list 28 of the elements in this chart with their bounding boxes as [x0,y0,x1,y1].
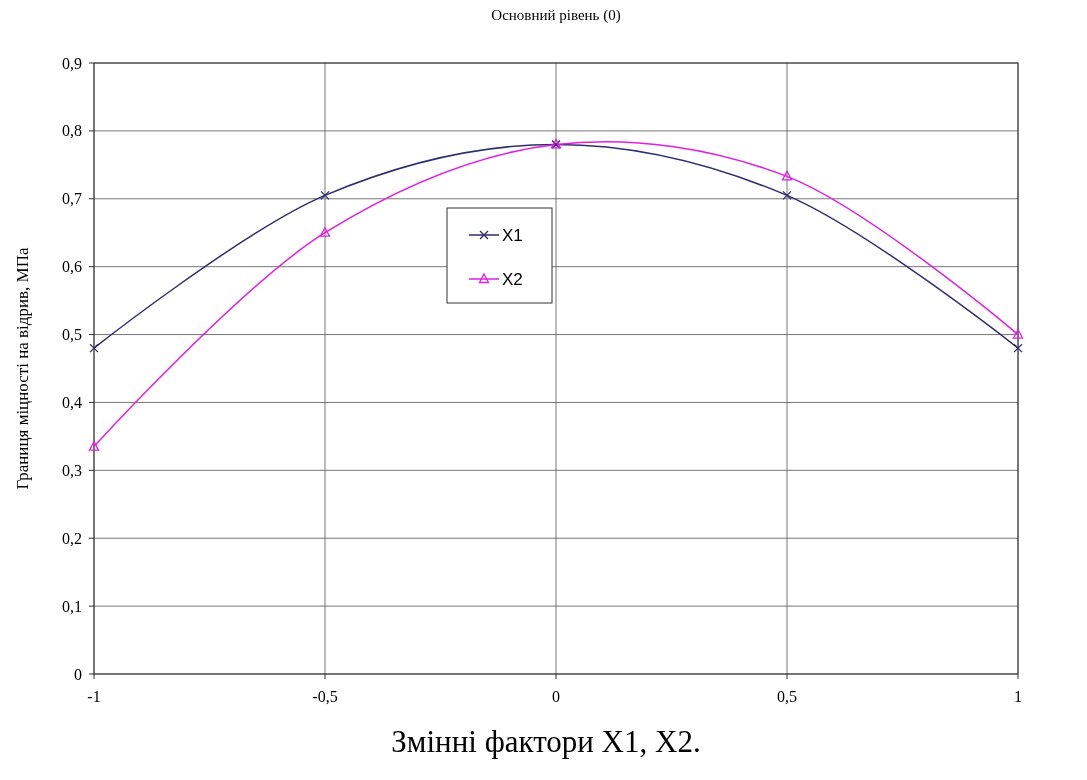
point [89,343,99,353]
y-tick-label: 0,8 [62,122,82,140]
point [781,170,793,181]
point [319,227,331,237]
y-axis-title: Границя міцності на відрив, МПа [13,247,32,490]
point [782,190,792,201]
x-tick-label: -1 [87,688,101,705]
y-tick-label: 0 [74,665,82,683]
y-tick-label: 0,7 [62,190,82,208]
y-tick-label: 0,9 [62,54,82,72]
x-tick-label: 0,5 [777,688,797,705]
chart-title: Основний рівень (0) [491,7,621,24]
point [1013,343,1023,353]
y-tick-label: 0,3 [62,461,82,479]
legend-label: X2 [502,269,523,289]
y-tick-label: 0,4 [62,394,82,412]
point [88,440,100,451]
y-tick-label: 0,5 [62,326,82,344]
x-tick-label: 0 [552,688,560,705]
legend-label: X1 [502,225,523,245]
y-tick-label: 0,6 [62,258,82,276]
x-axis-title: Змінні фактори X1, X2. [391,724,701,759]
point [1012,328,1024,339]
y-tick-label: 0,1 [62,597,82,615]
x-tick-label: -0,5 [312,688,338,705]
x-tick-label: 1 [1014,688,1022,705]
y-tick-label: 0,2 [62,529,82,547]
point [320,190,330,201]
